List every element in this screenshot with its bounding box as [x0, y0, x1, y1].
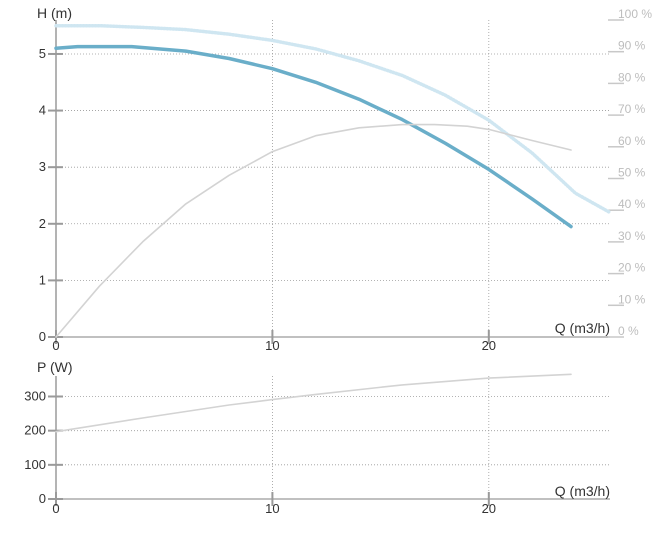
power-y-tick-label: 100	[24, 457, 46, 472]
y-tick-label: 4	[39, 103, 46, 118]
y2-tick-label: 10 %	[618, 292, 646, 306]
y-axis-title: H (m)	[37, 5, 72, 21]
y2-tick-label: 40 %	[618, 197, 646, 211]
power-x-tick-label: 10	[265, 501, 279, 516]
y-tick-label: 3	[39, 159, 46, 174]
y2-tick-label: 70 %	[618, 102, 646, 116]
y2-tick-label: 60 %	[618, 134, 646, 148]
power-y-tick-label: 0	[39, 491, 46, 506]
plot-area-head	[56, 20, 610, 337]
y-tick-label: 0	[39, 329, 46, 344]
y-tick-label: 1	[39, 272, 46, 287]
y-tick-label: 5	[39, 46, 46, 61]
power-y-tick-label: 200	[24, 423, 46, 438]
power-y-axis-title: P (W)	[37, 359, 73, 375]
series-line-head	[54, 44, 573, 229]
y2-tick-label: 30 %	[618, 229, 646, 243]
x-tick-label: 0	[52, 338, 59, 353]
y2-tick-label: 90 %	[618, 39, 646, 53]
series-line-head-max	[54, 23, 612, 215]
y2-tick-label: 20 %	[618, 261, 646, 275]
series-line-power	[55, 373, 572, 433]
x-tick-label: 20	[482, 338, 496, 353]
power-y-tick-label: 300	[24, 389, 46, 404]
series-line-efficiency	[55, 123, 572, 338]
y2-tick-label: 50 %	[618, 166, 646, 180]
y2-tick-label: 80 %	[618, 70, 646, 84]
power-x-axis-title: Q (m3/h)	[555, 483, 610, 499]
y2-tick-label: 0 %	[618, 324, 639, 338]
y2-tick-label: 100 %	[618, 7, 652, 21]
x-tick-label: 10	[265, 338, 279, 353]
x-axis-title: Q (m3/h)	[555, 320, 610, 336]
power-x-tick-label: 20	[482, 501, 496, 516]
power-x-tick-label: 0	[52, 501, 59, 516]
plot-area-power	[56, 376, 610, 499]
y-tick-label: 2	[39, 216, 46, 231]
